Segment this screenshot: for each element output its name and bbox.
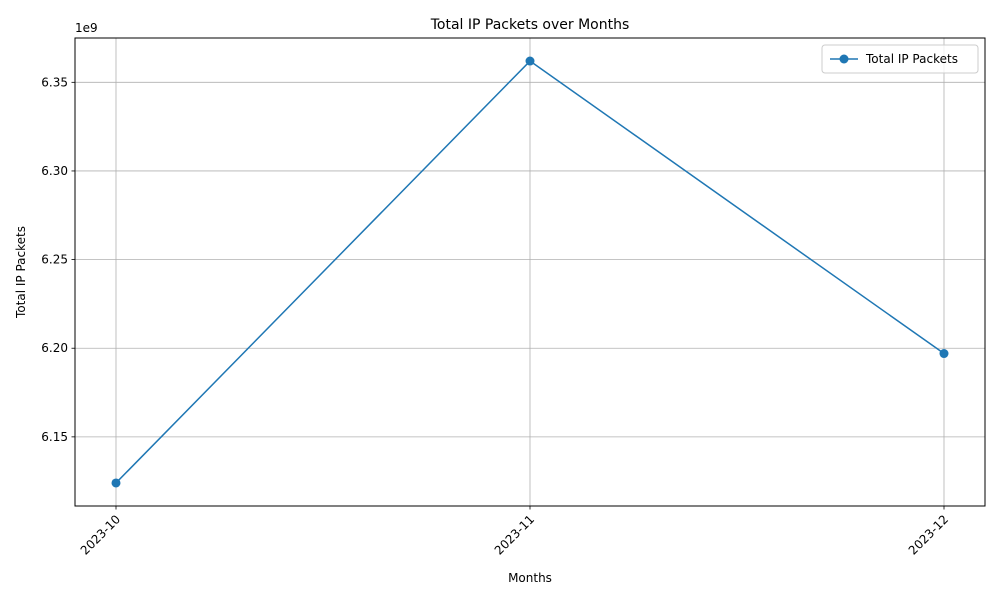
y-tick-label: 6.25 bbox=[41, 253, 68, 267]
data-point bbox=[525, 56, 535, 66]
y-axis-offset-label: 1e9 bbox=[75, 21, 98, 35]
x-axis-label: Months bbox=[508, 571, 552, 585]
y-tick-label: 6.30 bbox=[41, 164, 68, 178]
legend-box bbox=[821, 44, 979, 74]
legend-marker-swatch bbox=[839, 54, 849, 64]
chart-title: Total IP Packets over Months bbox=[430, 17, 630, 33]
legend-entry-total-ip-packets: Total IP Packets bbox=[865, 52, 958, 66]
y-tick-label: 6.35 bbox=[41, 75, 68, 89]
series-layer bbox=[111, 56, 949, 488]
y-axis-label: Total IP Packets bbox=[14, 226, 28, 319]
data-point bbox=[939, 349, 949, 359]
y-tick-label: 6.15 bbox=[41, 430, 68, 444]
grid-layer bbox=[75, 38, 985, 506]
y-tick-label: 6.20 bbox=[41, 341, 68, 355]
data-point bbox=[111, 478, 121, 488]
y-axis-ticks: 6.15 6.20 6.25 6.30 6.35 bbox=[41, 75, 75, 444]
legend: Total IP Packets bbox=[821, 44, 979, 74]
